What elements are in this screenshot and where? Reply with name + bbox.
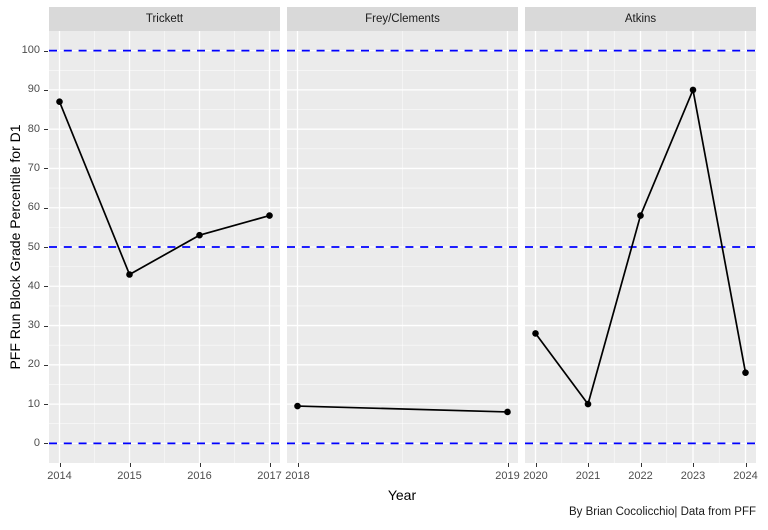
y-tick-label: 80: [27, 122, 40, 135]
y-tick-mark: [44, 404, 48, 406]
x-tick-mark: [59, 463, 61, 467]
data-point: [689, 86, 697, 94]
x-tick-label: 2018: [285, 470, 310, 482]
x-tick-label: 2020: [523, 470, 548, 482]
y-tick-mark: [44, 129, 48, 131]
data-point: [196, 231, 203, 239]
y-tick-mark: [44, 325, 48, 327]
facet-panel-trickett: [49, 31, 280, 463]
y-tick-label: 30: [27, 319, 40, 332]
y-tick-label: 10: [27, 397, 40, 410]
x-tick-mark: [640, 463, 642, 467]
y-tick-label: 0: [33, 436, 40, 449]
facet-panel-frey-clements: [287, 31, 518, 463]
data-point: [532, 330, 539, 337]
x-tick-label: 2021: [575, 470, 601, 482]
y-tick-label: 100: [21, 44, 40, 57]
x-tick-label: 2015: [117, 470, 142, 482]
data-point: [504, 408, 511, 416]
data-point: [56, 98, 63, 105]
x-tick-mark: [507, 463, 509, 467]
y-tick-mark: [44, 364, 48, 366]
data-point: [637, 212, 644, 219]
y-tick-label: 50: [27, 240, 40, 253]
x-tick-label: 2017: [257, 470, 282, 482]
y-tick-label: 60: [27, 201, 40, 214]
data-point: [742, 369, 749, 376]
y-tick-label: 90: [27, 83, 40, 96]
x-tick-label: 2024: [733, 470, 758, 482]
y-tick-mark: [44, 50, 48, 52]
x-tick-mark: [297, 463, 299, 467]
x-tick-mark: [269, 463, 271, 467]
data-point: [584, 400, 592, 408]
data-point: [266, 212, 273, 219]
data-point: [294, 402, 301, 410]
facet-strip-atkins: Atkins: [525, 7, 756, 31]
y-tick-mark: [44, 168, 48, 170]
x-tick-mark: [199, 463, 201, 467]
facet-strip-label: Frey/Clements: [365, 13, 440, 25]
y-tick-mark: [44, 247, 48, 248]
x-tick-label: 2014: [47, 470, 72, 482]
series-line: [58, 101, 270, 276]
y-tick-label: 40: [27, 279, 40, 292]
y-tick-mark: [44, 443, 48, 445]
facet-strip-label: Atkins: [624, 13, 657, 25]
facet-strip-trickett: Trickett: [49, 7, 280, 31]
y-tick-mark: [44, 89, 48, 91]
facet-panel-atkins: [525, 31, 756, 463]
y-tick-mark: [44, 207, 48, 209]
series-line: [297, 405, 508, 413]
x-tick-label: 2022: [628, 470, 653, 482]
y-tick-label: 20: [27, 358, 40, 371]
x-tick-mark: [129, 463, 131, 467]
y-tick-label: 70: [27, 161, 40, 174]
x-axis-title: Year: [387, 487, 417, 503]
x-tick-label: 2023: [680, 470, 706, 482]
facet-strip-label: Trickett: [145, 13, 184, 25]
data-point: [126, 271, 133, 278]
x-tick-mark: [693, 463, 694, 467]
x-tick-label: 2019: [495, 470, 520, 482]
x-tick-mark: [588, 463, 589, 467]
x-tick-mark: [535, 463, 537, 467]
x-tick-mark: [745, 463, 747, 467]
chart-caption: By Brian Cocolicchio| Data from PFF: [568, 506, 756, 518]
facet-strip-frey-clements: Frey/Clements: [287, 7, 518, 31]
x-tick-label: 2016: [187, 470, 212, 482]
y-tick-mark: [44, 286, 48, 288]
